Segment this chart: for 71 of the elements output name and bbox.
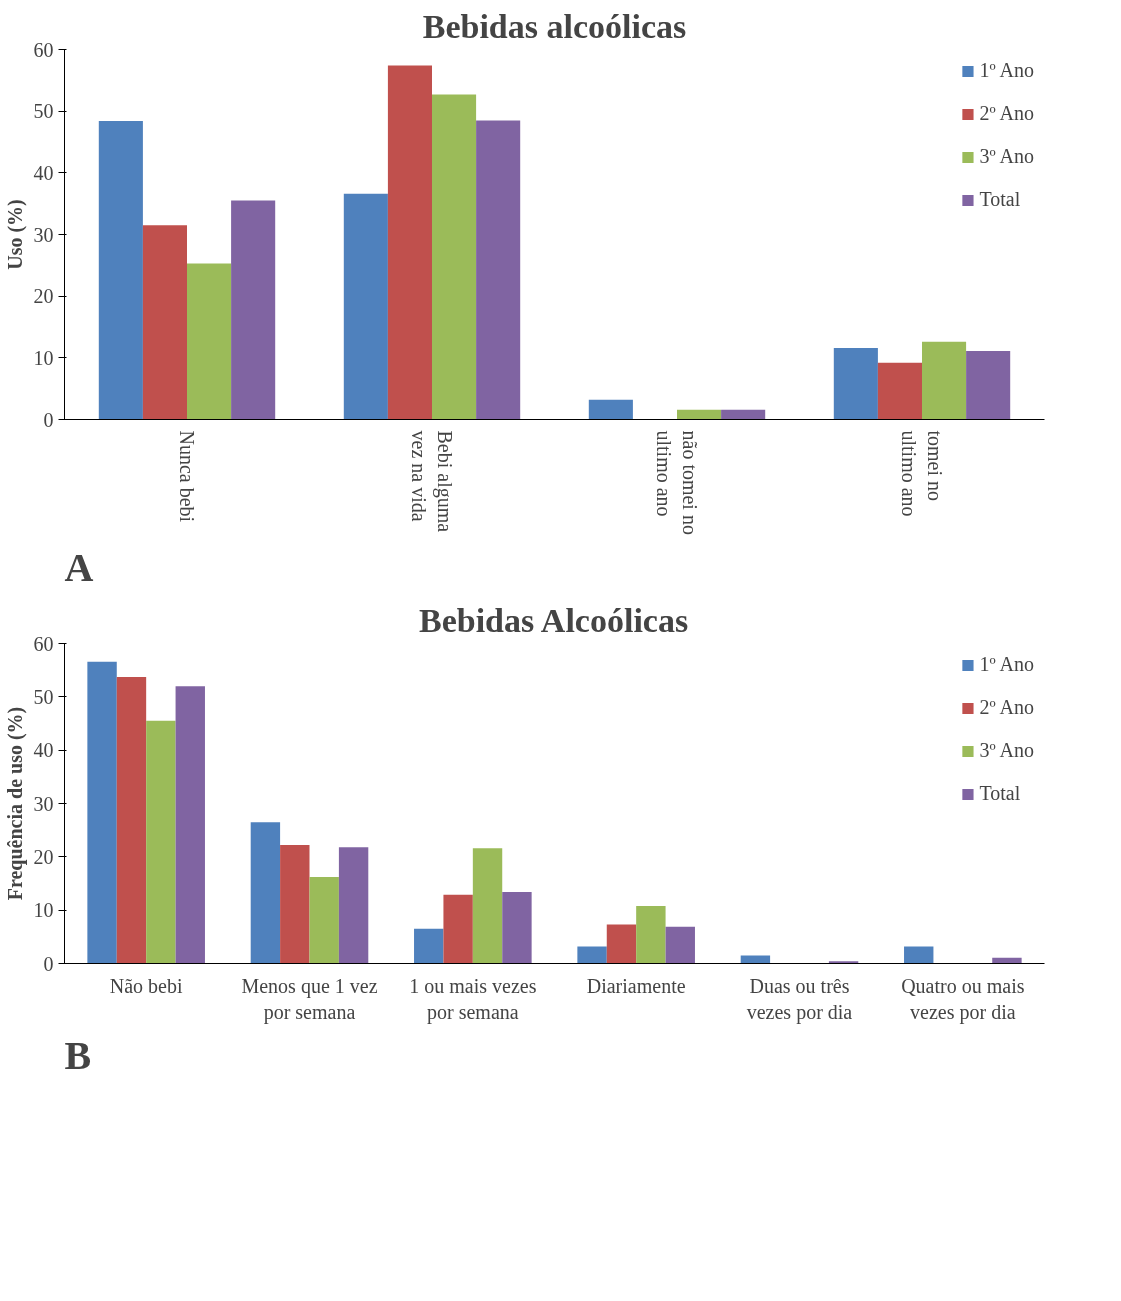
y-tick-label: 0: [43, 408, 54, 431]
x-tick-label: Duas ou três vezes por dia: [746, 974, 853, 1024]
y-tick-label: 30: [33, 792, 54, 815]
bar: [877, 362, 922, 420]
y-tick-label: 20: [33, 845, 54, 868]
bar: [175, 686, 205, 964]
bar: [338, 847, 369, 964]
text: A: [64, 544, 94, 590]
y-tick-label: 40: [33, 161, 54, 184]
y-tick-label: 10: [33, 899, 54, 922]
bar: [142, 225, 187, 420]
x-tick-label: Bebi alguma vez na vida: [407, 430, 457, 533]
legend-label: 1º Ano: [979, 653, 1034, 676]
bar: [280, 845, 310, 964]
bar: [502, 892, 532, 964]
bar: [250, 822, 281, 964]
bar: [922, 341, 967, 420]
bar: [387, 65, 432, 420]
bar: [966, 351, 1011, 420]
y-tick-label: 30: [33, 223, 54, 246]
bar: [343, 193, 388, 420]
bar: [98, 121, 143, 420]
bar: [309, 877, 339, 964]
legend-label: 3º Ano: [979, 739, 1034, 762]
bar: [414, 928, 444, 964]
bar: [665, 926, 695, 964]
y-tick-label: 20: [33, 285, 54, 308]
y-tick-label: 40: [33, 739, 54, 762]
bar: [87, 661, 117, 964]
legend-label: 2º Ano: [979, 696, 1034, 719]
x-tick-label: Nunca bebi: [176, 430, 198, 523]
bar: [904, 946, 934, 964]
bar: [577, 946, 607, 964]
y-axis-title: Uso (%): [3, 199, 27, 270]
bar: [187, 263, 232, 420]
y-tick-label: 50: [33, 100, 54, 123]
legend-label: Total: [979, 782, 1021, 805]
y-tick-label: 50: [33, 685, 54, 708]
bar: [116, 677, 147, 964]
y-tick-label: 0: [43, 952, 54, 975]
x-tick-label: tomei no ultimo ano: [897, 430, 947, 517]
legend-label: 3º Ano: [979, 145, 1034, 168]
bar: [588, 399, 633, 420]
y-tick-label: 60: [33, 38, 54, 61]
bar: [443, 894, 473, 964]
chart-title: Bebidas alcoólicas: [422, 7, 687, 45]
bar: [606, 924, 637, 964]
x-tick-label: Quatro ou mais vezes por dia: [901, 974, 1025, 1024]
x-tick-label: não tomei no ultimo ano: [652, 430, 702, 535]
y-axis-title: Frequência de uso (%): [3, 706, 27, 901]
bar: [146, 720, 176, 964]
bar: [476, 120, 521, 420]
bar: [432, 94, 477, 420]
bar: [677, 409, 722, 420]
x-tick-label: Diariamente: [586, 974, 686, 997]
legend-label: 2º Ano: [979, 102, 1034, 125]
x-tick-label: 1 ou mais vezes por semana: [409, 974, 537, 1024]
legend-label: Total: [979, 188, 1021, 211]
y-tick-label: 10: [33, 346, 54, 369]
legend-label: 1º Ano: [979, 59, 1034, 82]
y-tick-label: 60: [33, 632, 54, 655]
chart-title: Bebidas Alcoólicas: [418, 601, 689, 639]
x-tick-label: Menos que 1 vez por semana: [241, 974, 378, 1024]
bar: [636, 905, 666, 964]
bar: [828, 961, 859, 964]
bar: [721, 409, 766, 420]
text: B: [64, 1032, 92, 1078]
bar: [231, 200, 276, 420]
bar: [472, 848, 503, 964]
bar: [833, 347, 878, 420]
x-tick-label: Não bebi: [109, 974, 183, 997]
